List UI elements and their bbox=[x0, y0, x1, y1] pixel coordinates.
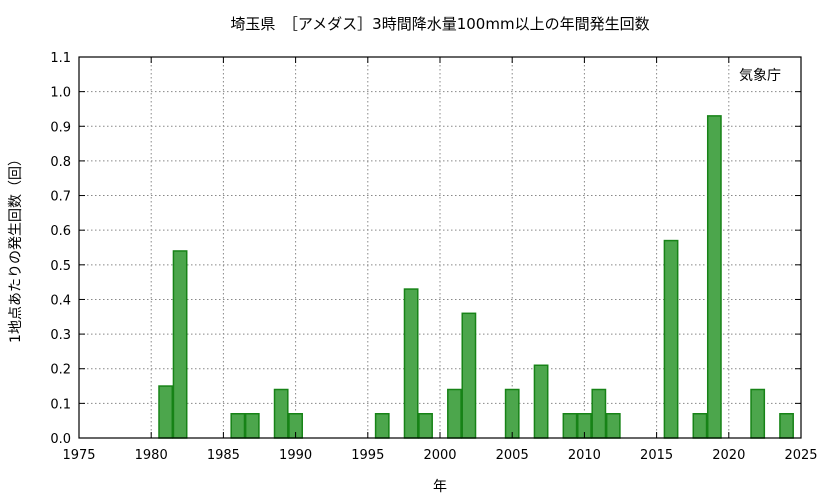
bar-2018 bbox=[692, 413, 708, 439]
x-tick-label: 1980 bbox=[135, 448, 168, 463]
grid bbox=[79, 57, 801, 438]
y-tick-label: 0.6 bbox=[50, 224, 71, 239]
bar-2002 bbox=[461, 312, 477, 439]
bar-2016 bbox=[663, 239, 679, 439]
bar-2007 bbox=[533, 364, 549, 439]
y-tick-label: 0.5 bbox=[50, 259, 71, 274]
bar-1986 bbox=[230, 413, 246, 439]
bar-2024 bbox=[779, 413, 794, 439]
x-tick-label: 1995 bbox=[351, 448, 384, 463]
bar-2005 bbox=[504, 388, 520, 439]
y-tick-label: 0.4 bbox=[50, 293, 71, 308]
source-annotation: 気象庁 bbox=[739, 68, 781, 84]
y-tick-label: 0.2 bbox=[50, 363, 71, 378]
bar-2011 bbox=[591, 388, 607, 439]
y-tick-label: 1.0 bbox=[50, 86, 71, 101]
bar-1981 bbox=[158, 385, 174, 439]
x-tick-label: 2025 bbox=[784, 448, 817, 463]
x-tick-label: 2015 bbox=[640, 448, 673, 463]
y-tick-label: 0.1 bbox=[50, 397, 71, 412]
ticks: 1975 1980 1985 1990 1995 2000 2005 2010 2015 2020… bbox=[50, 51, 817, 463]
bar-2012 bbox=[605, 413, 621, 439]
y-tick-label: 0.3 bbox=[50, 328, 71, 343]
x-axis-label: 年 bbox=[433, 479, 447, 495]
x-tick-label: 2000 bbox=[423, 448, 456, 463]
bar-2001 bbox=[447, 388, 462, 439]
bar-1998 bbox=[403, 288, 419, 439]
bar-1982 bbox=[172, 250, 188, 439]
bar-1989 bbox=[273, 388, 289, 439]
bar-1999 bbox=[418, 413, 433, 439]
bar-1987 bbox=[244, 413, 260, 439]
y-axis-label: 1地点あたりの発生回数（回） bbox=[8, 152, 24, 343]
x-tick-label: 2010 bbox=[568, 448, 601, 463]
y-tick-label: 1.1 bbox=[50, 51, 71, 66]
x-tick-label: 1975 bbox=[62, 448, 95, 463]
bar-2019 bbox=[706, 115, 722, 439]
y-tick-label: 0.7 bbox=[50, 190, 71, 205]
chart-title: 埼玉県 ［アメダス］3時間降水量100mm以上の年間発生回数 bbox=[230, 15, 649, 33]
x-tick-label: 2020 bbox=[712, 448, 745, 463]
bar-1996 bbox=[374, 413, 390, 439]
y-tick-label: 0.0 bbox=[50, 432, 71, 447]
y-tick-label: 0.9 bbox=[50, 120, 71, 135]
x-tick-label: 2005 bbox=[496, 448, 529, 463]
bar-2022 bbox=[750, 388, 766, 439]
bar-2009 bbox=[562, 413, 578, 439]
x-tick-label: 1990 bbox=[279, 448, 312, 463]
y-tick-label: 0.8 bbox=[50, 155, 71, 170]
bars bbox=[158, 115, 794, 439]
x-tick-label: 1985 bbox=[207, 448, 240, 463]
